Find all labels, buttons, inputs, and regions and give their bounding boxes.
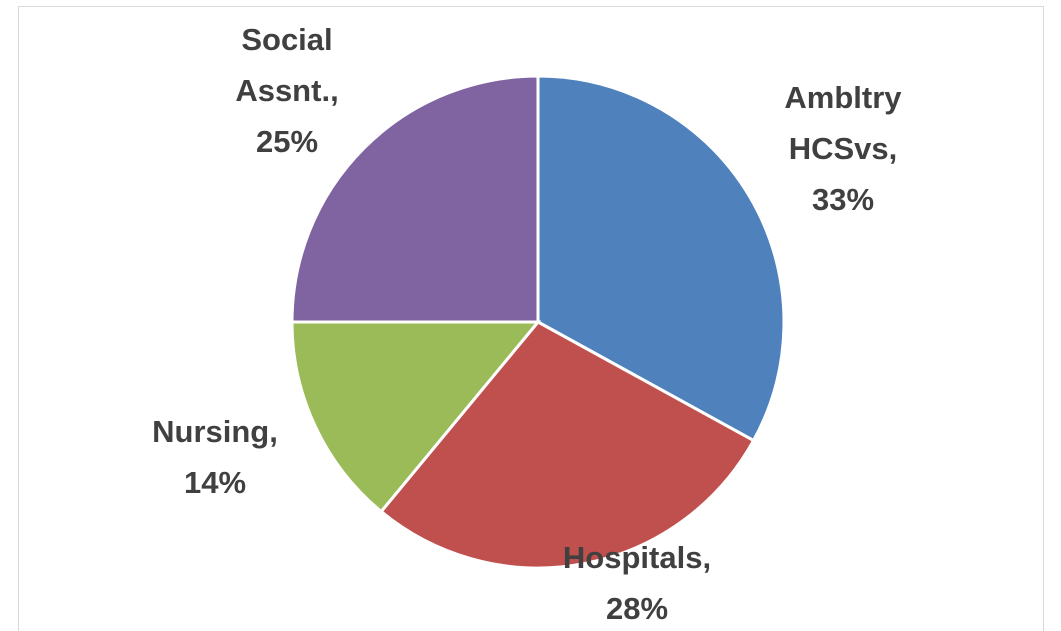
pie-slice [290, 320, 542, 514]
label-name: Ambltry HCSvs, [768, 72, 918, 174]
label-separator: , [888, 131, 898, 166]
data-label: Ambltry HCSvs, 33% [768, 72, 918, 225]
category-name: Nursing [152, 414, 270, 449]
category-name: Hospitals [562, 540, 703, 575]
category-name: Ambltry HCSvs [784, 80, 902, 166]
label-name: Hospitals, [517, 532, 757, 583]
data-label: Hospitals, 28% [517, 532, 757, 631]
label-separator: , [330, 73, 339, 108]
value-label: 25% [255, 124, 319, 159]
value-label: 28% [605, 591, 669, 626]
value-label: 14% [183, 465, 247, 500]
pie-slice [379, 320, 756, 570]
pie-slice [290, 74, 540, 324]
pie-slice [536, 74, 786, 443]
data-label: Social Assnt., 25% [212, 14, 362, 167]
label-name: Nursing, [115, 406, 315, 457]
value-label: 33% [811, 182, 875, 217]
data-label: Nursing, 14% [115, 406, 315, 508]
category-name: Social Assnt. [235, 22, 333, 108]
label-separator: , [702, 540, 712, 575]
label-separator: , [269, 414, 278, 449]
label-name: Social Assnt., [212, 14, 362, 116]
